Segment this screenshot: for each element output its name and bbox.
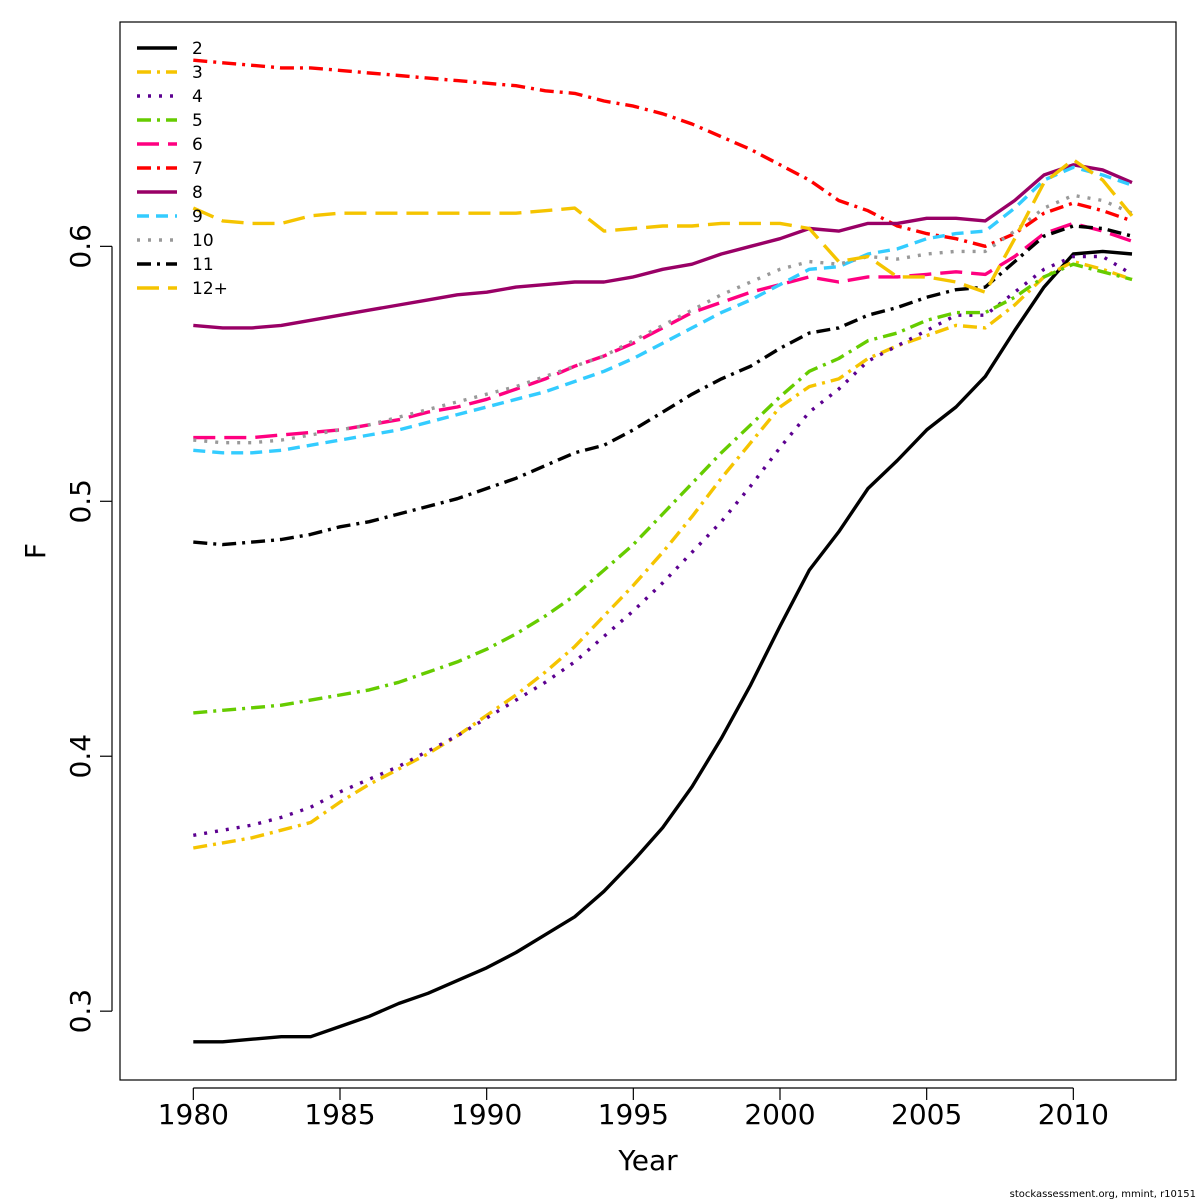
- x-axis-title: Year: [617, 1144, 678, 1177]
- series-line-7: [193, 58, 1133, 249]
- x-tick-label: 1980: [158, 1098, 229, 1131]
- legend: 2 3 4 5 6 7 8 9 10 11 12+: [137, 39, 228, 299]
- legend-label: 3: [192, 63, 203, 83]
- series-line-10: [193, 193, 1133, 445]
- x-tick-label: 1995: [598, 1098, 669, 1131]
- series-line-4: [193, 254, 1133, 837]
- legend-label: 8: [192, 183, 203, 203]
- y-tick-label: 0.5: [64, 479, 97, 524]
- legend-label: 7: [192, 159, 203, 179]
- legend-label: 11: [192, 255, 214, 275]
- series-line-5: [193, 262, 1133, 715]
- legend-label: 4: [192, 87, 203, 107]
- x-tick-label: 1985: [304, 1098, 375, 1131]
- x-tick-label: 2005: [891, 1098, 962, 1131]
- x-tick-label: 2010: [1038, 1098, 1109, 1131]
- series-line-6: [193, 221, 1133, 440]
- credit-text: stockassessment.org, mmint, r10151: [1010, 1189, 1196, 1200]
- legend-label: 12+: [192, 279, 228, 299]
- legend-label: 5: [192, 111, 203, 131]
- x-tick-label: 2000: [744, 1098, 815, 1131]
- series-line-11: [193, 224, 1133, 547]
- series-line-9: [193, 165, 1133, 455]
- y-axis: 0.3 0.4 0.5 0.6: [64, 224, 113, 1034]
- series-line-3: [193, 259, 1133, 850]
- x-axis: 1980 1985 1990 1995 2000 2005 2010: [158, 1087, 1109, 1131]
- series-line-8: [193, 163, 1133, 330]
- legend-label: 9: [192, 207, 203, 227]
- legend-label: 10: [192, 231, 214, 251]
- series-line-12+: [192, 157, 1134, 294]
- series-layer: [192, 58, 1134, 1044]
- y-tick-label: 0.3: [64, 989, 97, 1034]
- plot-frame: [119, 21, 1177, 1081]
- y-tick-label: 0.6: [64, 224, 97, 269]
- series-line-2: [193, 249, 1133, 1044]
- y-tick-label: 0.4: [64, 734, 97, 779]
- legend-label: 2: [192, 39, 203, 59]
- y-axis-title: F: [19, 543, 52, 559]
- legend-label: 6: [192, 135, 203, 155]
- x-tick-label: 1990: [451, 1098, 522, 1131]
